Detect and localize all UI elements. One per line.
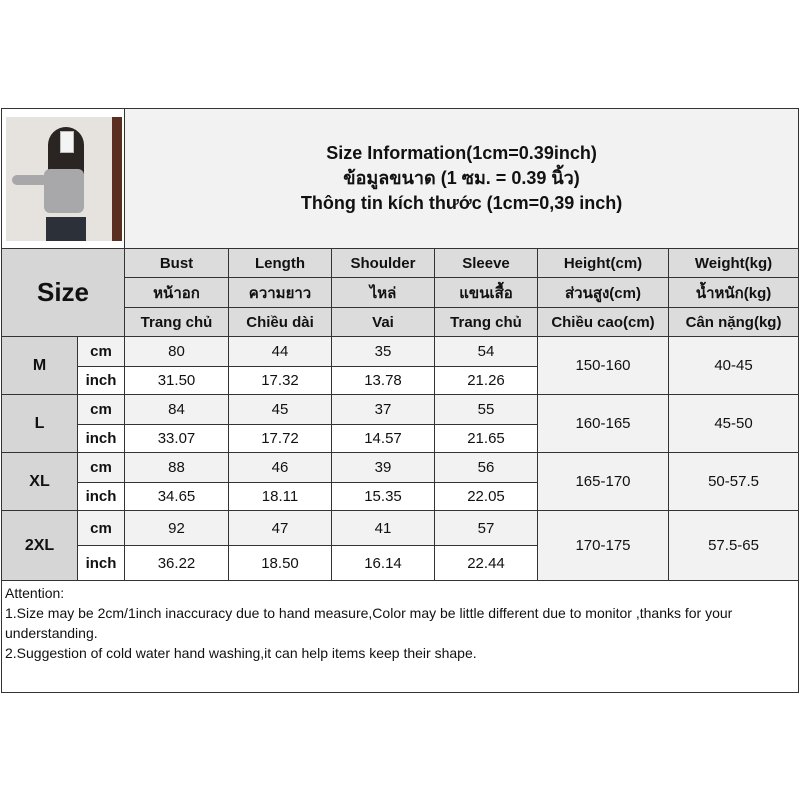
size-row-cm: XL cm 88 46 39 56 165-170 50-57.5 [1,452,800,511]
note-1: 1.Size may be 2cm/1inch inaccuracy due t… [5,605,733,641]
weight-range: 57.5-65 [667,510,800,581]
measurement-cell: 16.14 [331,545,435,581]
measurement-cell: 31.50 [124,366,229,395]
attention-notes: Attention: 1.Size may be 2cm/1inch inacc… [0,580,800,693]
column-header-en: Weight(kg) [667,248,800,278]
height-range: 150-160 [537,336,669,395]
measurement-cell: 41 [331,510,435,546]
unit-label-inch: inch [77,424,125,453]
measurement-cell: 36.22 [124,545,229,581]
unit-label-cm: cm [77,394,125,425]
measurement-cell: 57 [434,510,538,546]
measurement-cell: 34.65 [124,482,229,511]
measurement-cell: 21.26 [434,366,538,395]
note-heading: Attention: [5,585,65,601]
weight-range: 45-50 [667,394,800,453]
column-header-th: น้ำหนัก(kg) [667,277,800,308]
measurement-cell: 47 [228,510,332,546]
size-row-inch: inch 34.65 18.11 15.35 22.05 [2,482,799,511]
measurement-cell: 35 [331,336,435,367]
size-label: L [1,394,78,453]
measurement-cell: 17.72 [228,424,332,453]
column-header-en: Shoulder [331,248,435,278]
measurement-cell: 17.32 [228,366,332,395]
measurement-cell: 46 [228,452,332,483]
product-photo [6,116,122,241]
size-label: M [1,336,78,395]
measurement-cell: 92 [124,510,229,546]
column-header-en: Height(cm) [537,248,669,278]
column-header-vi: Chiều cao(cm) [537,307,669,337]
column-header-vi: Vai [331,307,435,337]
measurement-cell: 14.57 [331,424,435,453]
unit-label-inch: inch [77,545,125,581]
measurement-cell: 54 [434,336,538,367]
column-header-vi: Trang chủ [124,307,229,337]
title-en: Size Information(1cm=0.39inch) [326,143,597,163]
measurement-cell: 22.05 [434,482,538,511]
size-row-inch: inch 36.22 18.50 16.14 22.44 [2,545,799,581]
column-header-th: ไหล่ [331,277,435,308]
size-row-inch: inch 31.50 17.32 13.78 21.26 [2,366,799,395]
column-header-en: Length [228,248,332,278]
height-range: 170-175 [537,510,669,581]
measurement-cell: 80 [124,336,229,367]
size-row-inch: inch 33.07 17.72 14.57 21.65 [2,424,799,453]
weight-range: 40-45 [667,336,800,395]
measurement-cell: 37 [331,394,435,425]
size-row-cm: 2XL cm 92 47 41 57 170-175 57.5-65 [1,510,800,581]
column-header-th: หน้าอก [124,277,229,308]
column-header-th: แขนเสื้อ [434,277,538,308]
unit-label-cm: cm [77,452,125,483]
measurement-cell: 84 [124,394,229,425]
measurement-cell: 21.65 [434,424,538,453]
measurement-cell: 22.44 [434,545,538,581]
measurement-cell: 13.78 [331,366,435,395]
size-label: XL [1,452,78,511]
column-header-en: Sleeve [434,248,538,278]
unit-label-cm: cm [77,510,125,546]
measurement-cell: 45 [228,394,332,425]
size-header: Size [1,248,125,337]
title-th: ข้อมูลขนาด (1 ซม. = 0.39 นิ้ว) [343,168,580,188]
measurement-cell: 55 [434,394,538,425]
column-header-th: ส่วนสูง(cm) [537,277,669,308]
measurement-cell: 56 [434,452,538,483]
measurement-cell: 33.07 [124,424,229,453]
height-range: 165-170 [537,452,669,511]
column-header-vi: Trang chủ [434,307,538,337]
unit-label-inch: inch [77,366,125,395]
column-header-th: ความยาว [228,277,332,308]
measurement-cell: 39 [331,452,435,483]
unit-label-inch: inch [77,482,125,511]
size-chart-table: Size Information(1cm=0.39inch) ข้อมูลขนา… [0,108,800,693]
product-photo-cell [1,108,125,249]
column-header-en: Bust [124,248,229,278]
measurement-cell: 88 [124,452,229,483]
title-vi: Thông tin kích thước (1cm=0,39 inch) [300,193,623,213]
size-label: 2XL [1,510,78,581]
weight-range: 50-57.5 [667,452,800,511]
unit-label-cm: cm [77,336,125,367]
measurement-cell: 18.50 [228,545,332,581]
note-2: 2.Suggestion of cold water hand washing,… [5,645,477,661]
title-block: Size Information(1cm=0.39inch) ข้อมูลขนา… [123,108,800,249]
measurement-cell: 44 [228,336,332,367]
column-header-vi: Chiều dài [228,307,332,337]
measurement-cell: 15.35 [331,482,435,511]
height-range: 160-165 [537,394,669,453]
measurement-cell: 18.11 [228,482,332,511]
column-header-vi: Cân nặng(kg) [667,307,800,337]
